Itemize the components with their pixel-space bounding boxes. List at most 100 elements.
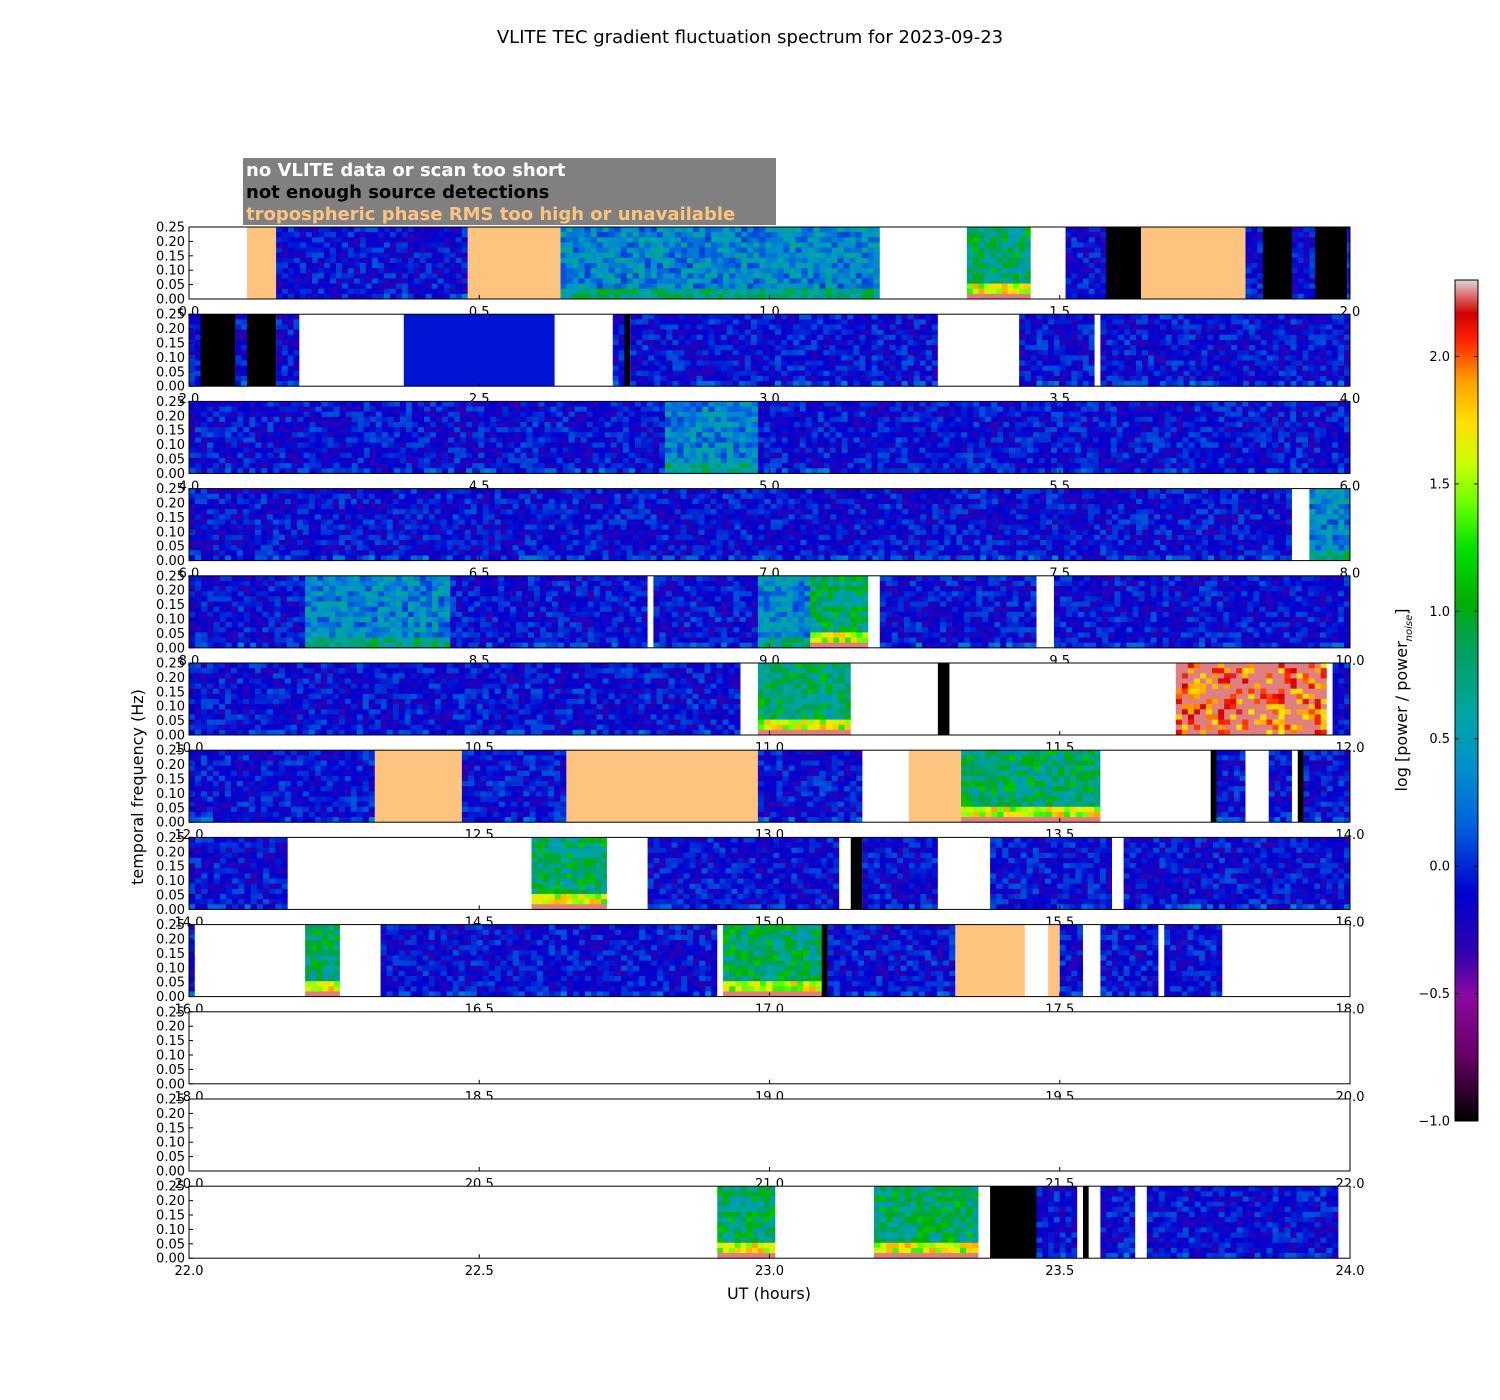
spectrum-segment [1216,750,1246,823]
spectrum-segment [717,1186,776,1259]
mask-segment-nodata [1245,750,1269,823]
mask-segment-nodet [937,663,950,735]
mask-segment-nodata [850,663,938,735]
mask-segment-nodata [554,314,613,387]
mask-segment-nodata [1291,488,1310,561]
spectrum-segment [862,837,939,910]
colorbar-gradient [1454,279,1479,1122]
mask-segment-nodet [1262,227,1292,299]
spectrum-segment [450,575,648,649]
mask-segment-nodata [1338,1186,1350,1259]
y-tick-label: 0.15 [156,1209,185,1224]
y-tick-label: 0.05 [156,627,185,642]
x-axis-label: UT (hours) [727,1284,811,1303]
panels: 0.000.050.100.150.200.250.0 0.5 1.0 1.5 2.00… [156,221,1364,1280]
y-tick-label: 0.25 [156,482,185,497]
legend-background [243,158,776,225]
mask-segment-tropo [1048,924,1060,997]
mask-segment-nodata [1036,575,1054,648]
y-tick-label: 0.00 [156,641,185,656]
colorbar-tick-label: 1.5 [1429,477,1450,492]
spectrum-segment [647,837,840,910]
y-tick-label: 0.00 [156,293,185,308]
spectrum-segment [757,401,1351,474]
colorbar-label-subscript: noise [1404,615,1415,642]
y-tick-label: 0.20 [156,1020,185,1035]
spectrum-segment [757,663,852,736]
spectrum-segment [1175,663,1328,736]
spectrum-segment [235,314,248,387]
spectrum-segment [665,401,759,474]
spectrum-segment [1053,575,1351,649]
y-tick-label: 0.25 [156,1180,185,1195]
spectrum-segment [531,837,608,910]
y-tick-label: 0.05 [156,976,185,991]
y-tick-label: 0.05 [156,540,185,555]
y-tick-label: 0.00 [156,1077,185,1092]
y-tick-label: 0.00 [156,903,185,918]
y-tick-label: 0.15 [156,773,185,788]
spectrum-segment [990,837,1113,910]
x-tick-label: 23.5 [1045,1264,1074,1279]
x-tick-label: 23.0 [755,1264,784,1279]
y-tick-label: 0.10 [156,700,185,715]
mask-segment-nodet [1210,750,1217,823]
y-tick-label: 0.20 [156,497,185,512]
mask-segment-nodata [1094,314,1101,387]
colorbar-label-main: log [power / power [1392,641,1411,792]
y-tick-label: 0.25 [156,395,185,410]
y-tick-label: 0.20 [156,1107,185,1122]
y-tick-label: 0.15 [156,511,185,526]
y-tick-label: 0.25 [156,569,185,584]
spectrum-segment [189,401,666,474]
y-tick-label: 0.25 [156,657,185,672]
y-axis-label: temporal frequency (Hz) [128,689,147,885]
panel-5: 0.000.050.100.150.200.258.0 8.5 9.0 9.5 10.0 [156,569,1364,669]
mask-segment-nodata [339,924,381,997]
mask-segment-nodata [189,1186,718,1259]
y-tick-label: 0.10 [156,351,185,366]
panel-4: 0.000.050.100.150.200.256.0 6.5 7.0 7.5 8.0 [156,482,1360,581]
spectrum-segment [1332,663,1351,736]
legend-item-tropo: tropospheric phase RMS too high or unava… [246,204,735,225]
mask-segment-tropo [247,227,277,299]
y-tick-label: 0.10 [156,874,185,889]
y-tick-label: 0.25 [156,221,185,236]
mask-segment-nodet [1315,227,1348,299]
mask-segment-nodet [990,1186,1037,1259]
x-tick-label: 22.5 [465,1264,494,1279]
spectrum-segment [1100,314,1351,387]
spectrum-segment [653,575,759,649]
colorbar-tick-label: −1.0 [1418,1115,1450,1130]
y-tick-label: 0.05 [156,365,185,380]
mask-segment-nodata [775,1186,874,1259]
y-tick-label: 0.20 [156,409,185,424]
spectrum-segment [1268,750,1293,823]
spectrum-segment [612,314,625,387]
y-tick-label: 0.15 [156,337,185,352]
spectrum-segment [1347,227,1351,300]
y-tick-label: 0.00 [156,467,185,482]
spectrum-segment [1100,1186,1136,1259]
panel-1: 0.000.050.100.150.200.250.0 0.5 1.0 1.5 2.0 [156,221,1360,321]
spectrum-segment [560,227,881,300]
mask-segment-nodata [647,575,654,648]
mask-segment-tropo [955,924,1025,997]
y-tick-label: 0.00 [156,1252,185,1267]
mask-segment-nodet [1297,750,1304,823]
spectrum-segment [1245,227,1264,300]
mask-segment-nodata [1158,924,1165,997]
spectrum-segment [189,314,202,387]
mask-segment-nodata [1077,1186,1083,1259]
mask-segment-nodata [189,1011,1350,1084]
y-tick-label: 0.05 [156,889,185,904]
mask-segment-nodet [1082,1186,1089,1259]
mask-segment-nodet [850,837,863,910]
spectrum-segment [189,575,306,649]
mask-segment-nodata [1135,1186,1147,1259]
mask-segment-nodata [937,837,991,910]
spectrum-segment [189,750,376,823]
